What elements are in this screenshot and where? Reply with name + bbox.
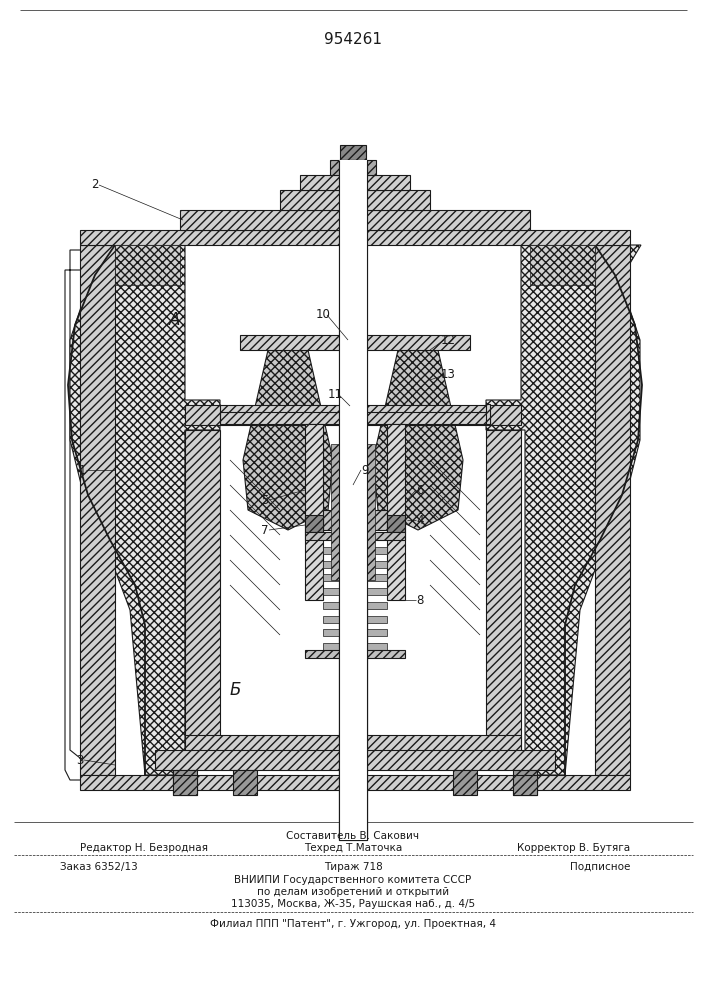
Polygon shape: [70, 245, 220, 775]
Polygon shape: [323, 547, 387, 554]
Text: Корректор В. Бутяга: Корректор В. Бутяга: [517, 843, 630, 853]
Text: А: А: [169, 311, 181, 329]
Text: 11: 11: [327, 388, 342, 401]
Polygon shape: [305, 532, 405, 540]
Bar: [115, 245, 595, 775]
Polygon shape: [323, 616, 387, 622]
Polygon shape: [243, 350, 333, 530]
Polygon shape: [387, 515, 405, 532]
Polygon shape: [595, 245, 630, 775]
Polygon shape: [185, 430, 220, 755]
Polygon shape: [339, 160, 367, 840]
Polygon shape: [173, 770, 197, 795]
Text: 10: 10: [315, 308, 330, 322]
Polygon shape: [220, 412, 490, 424]
Bar: [339, 160, 367, 840]
Text: по делам изобретений и открытий: по делам изобретений и открытий: [257, 887, 449, 897]
Text: 6: 6: [416, 484, 423, 496]
Polygon shape: [330, 160, 376, 175]
Text: Составитель В. Сакович: Составитель В. Сакович: [286, 831, 419, 841]
Polygon shape: [280, 190, 430, 210]
Text: 1: 1: [78, 464, 86, 477]
Polygon shape: [486, 404, 490, 424]
Polygon shape: [80, 230, 630, 245]
Polygon shape: [323, 629, 387, 636]
Text: ВНИИПИ Государственного комитета СССР: ВНИИПИ Государственного комитета СССР: [235, 875, 472, 885]
Polygon shape: [453, 770, 477, 795]
Polygon shape: [115, 245, 180, 285]
Text: 12: 12: [440, 334, 455, 347]
Polygon shape: [339, 175, 367, 230]
Text: 113035, Москва, Ж-35, Раушская наб., д. 4/5: 113035, Москва, Ж-35, Раушская наб., д. …: [231, 899, 475, 909]
Polygon shape: [233, 770, 257, 795]
Text: 13: 13: [440, 368, 455, 381]
Polygon shape: [367, 444, 375, 580]
Polygon shape: [305, 650, 405, 658]
Polygon shape: [323, 602, 387, 609]
Text: Б: Б: [229, 681, 240, 699]
Polygon shape: [305, 424, 323, 600]
Text: 2: 2: [91, 178, 99, 192]
Polygon shape: [530, 245, 595, 285]
Text: 4: 4: [416, 514, 423, 526]
Polygon shape: [323, 574, 387, 581]
Polygon shape: [513, 770, 537, 795]
Polygon shape: [80, 775, 630, 790]
Polygon shape: [323, 561, 387, 568]
Polygon shape: [180, 210, 530, 230]
Text: Подписное: Подписное: [570, 862, 630, 872]
Polygon shape: [331, 444, 339, 580]
Polygon shape: [185, 735, 521, 755]
Polygon shape: [486, 430, 521, 755]
Polygon shape: [340, 145, 366, 160]
Polygon shape: [173, 775, 197, 795]
Bar: [220, 430, 486, 735]
Polygon shape: [387, 424, 405, 600]
Polygon shape: [486, 245, 641, 775]
Polygon shape: [323, 588, 387, 595]
Text: 5: 5: [262, 493, 269, 506]
Polygon shape: [305, 515, 323, 532]
Polygon shape: [240, 335, 470, 350]
Text: 7: 7: [262, 524, 269, 536]
Polygon shape: [323, 510, 387, 530]
Polygon shape: [513, 775, 537, 795]
Text: Тираж 718: Тираж 718: [324, 862, 382, 872]
Text: Техред Т.Маточка: Техред Т.Маточка: [304, 843, 402, 853]
Text: Редактор Н. Безродная: Редактор Н. Безродная: [80, 843, 208, 853]
Polygon shape: [185, 405, 521, 425]
Polygon shape: [155, 750, 555, 770]
Polygon shape: [323, 643, 387, 650]
Text: 9: 9: [361, 464, 369, 477]
Polygon shape: [373, 350, 463, 530]
Text: Филиал ППП "Патент", г. Ужгород, ул. Проектная, 4: Филиал ППП "Патент", г. Ужгород, ул. Про…: [210, 919, 496, 929]
Polygon shape: [300, 175, 410, 190]
Text: 3: 3: [76, 754, 83, 766]
Text: Заказ 6352/13: Заказ 6352/13: [60, 862, 138, 872]
Polygon shape: [80, 245, 115, 775]
Text: 8: 8: [416, 593, 423, 606]
Text: 954261: 954261: [324, 32, 382, 47]
Polygon shape: [339, 600, 367, 840]
Polygon shape: [65, 250, 95, 780]
